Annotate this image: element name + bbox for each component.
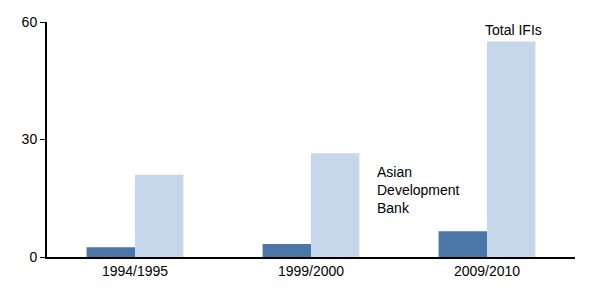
svg-text:0: 0 [29,249,37,265]
svg-text:2009/2010: 2009/2010 [454,263,520,279]
svg-text:60: 60 [22,14,38,30]
svg-text:30: 30 [22,131,38,147]
svg-text:1994/1995: 1994/1995 [102,263,168,279]
svg-text:AsianDevelopmentBank: AsianDevelopmentBank [377,164,460,216]
svg-text:1999/2000: 1999/2000 [278,263,344,279]
svg-text:Total IFIs: Total IFIs [485,22,542,38]
